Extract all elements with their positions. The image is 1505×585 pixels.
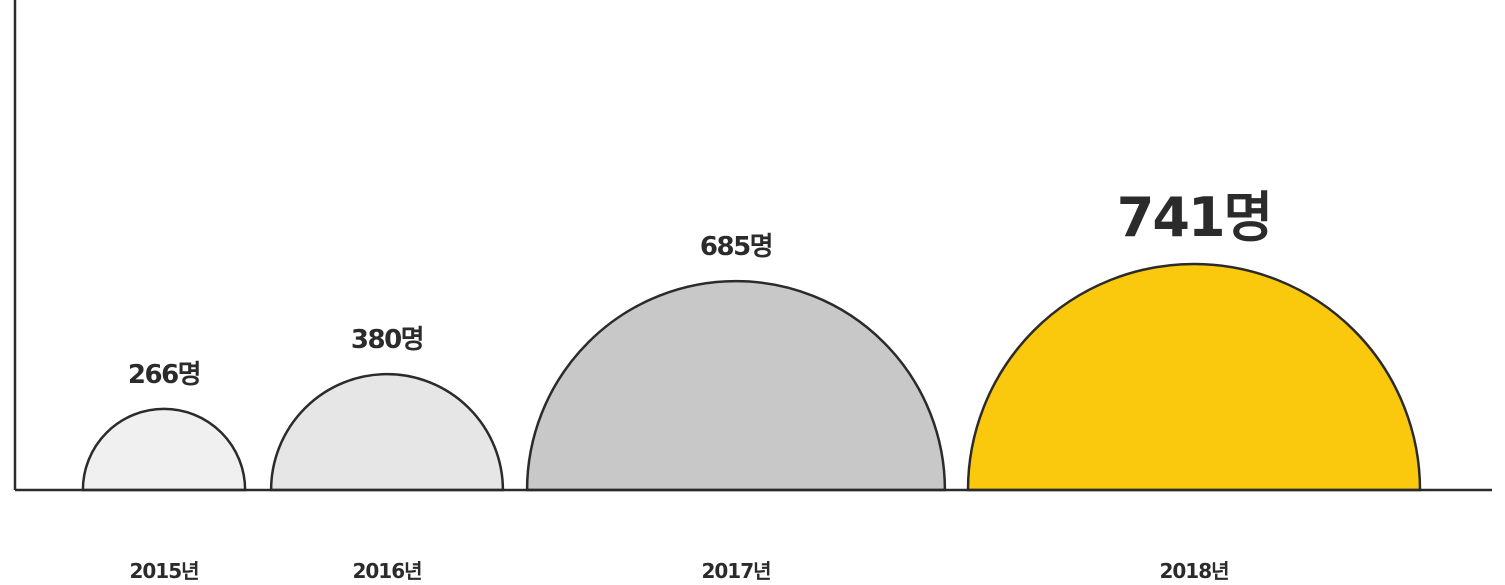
dome-3 [525, 279, 947, 492]
value-label-1: 266명 [128, 360, 200, 390]
category-label-3: 2017년 [701, 559, 770, 583]
dome-2 [269, 372, 505, 492]
category-label-2: 2016년 [352, 559, 421, 583]
value-label-2: 380명 [351, 325, 423, 355]
dome-1 [81, 407, 247, 492]
value-label-3: 685명 [700, 232, 772, 262]
category-labels: 2015년 2016년 2017년 2018년 [129, 559, 1229, 583]
category-label-1: 2015년 [129, 559, 198, 583]
value-label-4: 741명 [1117, 186, 1271, 249]
category-label-4: 2018년 [1159, 559, 1228, 583]
dome-marks [81, 262, 1422, 492]
dome-4 [966, 262, 1422, 492]
value-labels: 266명 380명 685명 741명 [128, 186, 1273, 390]
